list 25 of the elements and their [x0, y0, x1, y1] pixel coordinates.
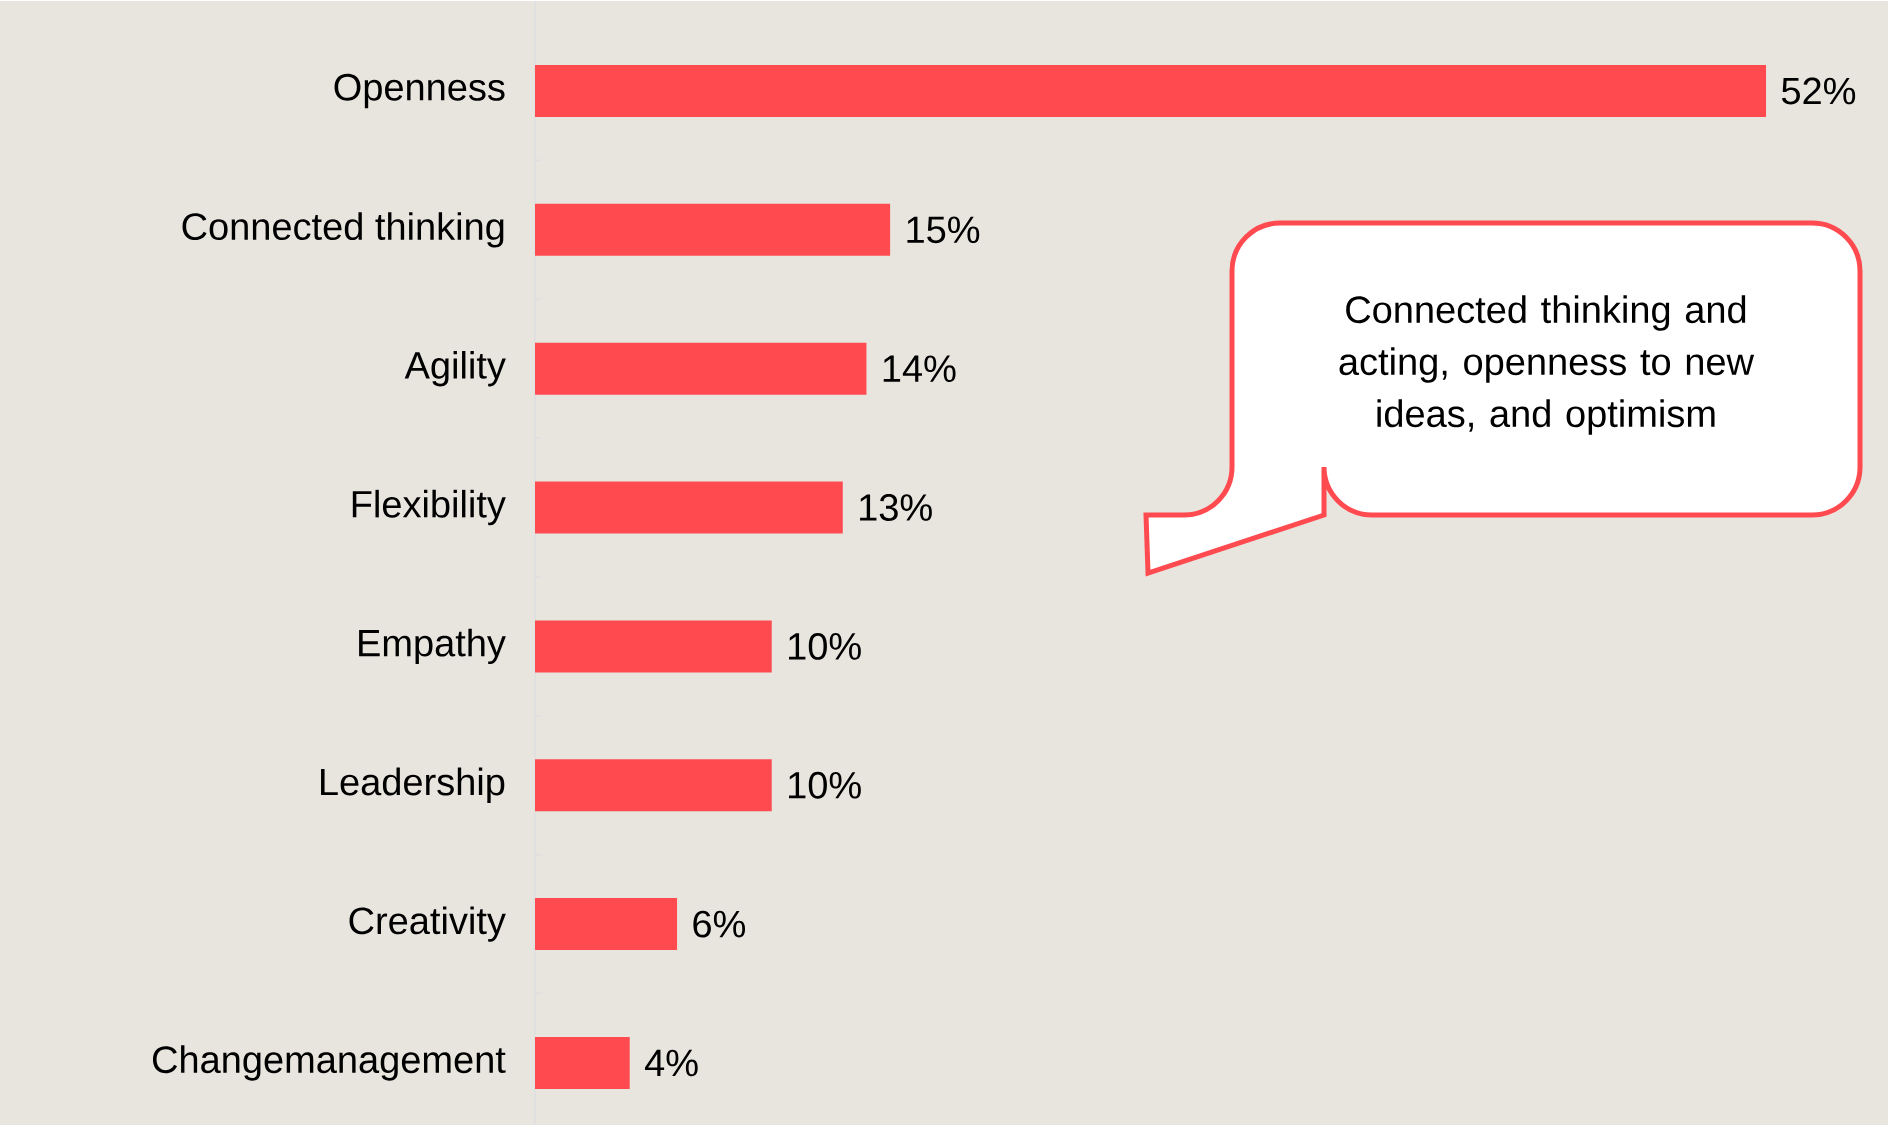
- y-tick-label: Connected thinking: [182, 212, 504, 248]
- bar: [535, 620, 772, 673]
- bar: [535, 203, 891, 256]
- y-tick-label: Leadership: [321, 767, 505, 803]
- y-tick-label: Openness: [334, 73, 505, 109]
- y-tick-label: Flexibility: [352, 489, 506, 526]
- y-tick-label: Agility: [404, 350, 506, 387]
- data-label: 4%: [644, 1049, 698, 1077]
- y-tick-label: Empathy: [359, 628, 506, 665]
- y-tick-label: Creativity: [349, 906, 506, 942]
- y-tick-label: Changemanagement: [152, 1045, 506, 1081]
- data-label: 13%: [860, 494, 932, 521]
- bar: [535, 759, 772, 812]
- bar: [535, 64, 1767, 117]
- bar: [535, 898, 678, 951]
- bar: [535, 342, 867, 395]
- data-label: 14%: [883, 355, 956, 382]
- bar: [535, 1036, 630, 1089]
- annotation: Connected thinking and acting, openness to new ideas, and optimism: [1339, 295, 1755, 435]
- data-label: 10%: [789, 632, 861, 660]
- data-label: 52%: [1781, 77, 1856, 105]
- data-label: 6%: [693, 910, 746, 938]
- data-label: 15%: [907, 216, 980, 244]
- data-label: 10%: [789, 771, 861, 799]
- bar: [535, 481, 843, 534]
